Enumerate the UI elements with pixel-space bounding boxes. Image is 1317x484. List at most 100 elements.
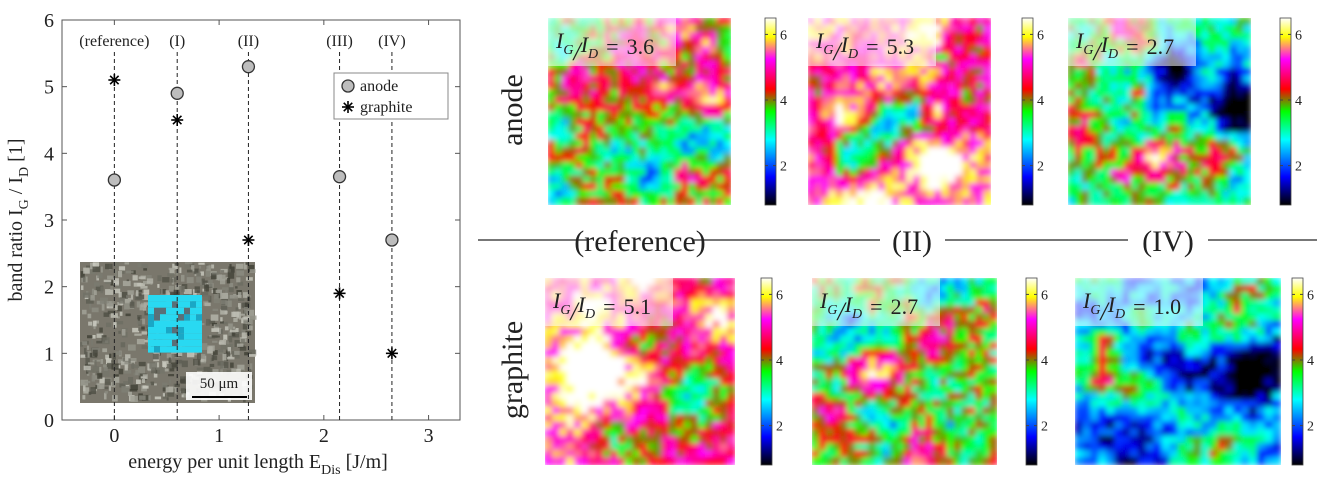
heatmap-cell — [1217, 292, 1226, 300]
heatmap-cell — [878, 133, 886, 141]
heatmap-cell — [669, 400, 677, 408]
heatmap-cell — [552, 443, 560, 451]
heatmap-cell — [667, 169, 675, 177]
heatmap-cell — [1193, 378, 1202, 386]
heatmap-cell — [904, 400, 912, 408]
heatmap-cell — [808, 133, 816, 141]
inset-grain — [144, 289, 150, 294]
inset-grain — [236, 369, 241, 372]
heatmap-cell — [545, 457, 553, 465]
heatmap-cell — [723, 190, 731, 198]
heatmap-cell — [826, 407, 834, 415]
heatmap-cell — [1138, 68, 1146, 76]
heatmap-cell — [1217, 321, 1226, 329]
heatmap-cell — [1173, 111, 1181, 119]
heatmap-cell — [674, 197, 682, 205]
inset-grain — [115, 351, 121, 355]
heatmap-cell — [1090, 335, 1099, 343]
heatmap-cell — [1180, 190, 1188, 198]
heatmap-cell — [716, 82, 724, 90]
heatmap-cell — [610, 400, 618, 408]
heatmap-cell — [1215, 53, 1223, 61]
heatmap-cell — [698, 349, 706, 357]
heatmap-cell — [1152, 133, 1160, 141]
heatmap-cell — [604, 82, 612, 90]
inset-grain — [238, 299, 244, 301]
heatmap-cell — [1209, 299, 1218, 307]
heatmap-cell — [1166, 104, 1174, 112]
heatmap-cell — [829, 104, 837, 112]
heatmap-cell — [913, 154, 921, 162]
heatmap-cell — [716, 104, 724, 112]
heatmap-cell — [1096, 197, 1104, 205]
heatmap-cell — [545, 364, 553, 372]
heatmap-cell — [1249, 364, 1258, 372]
heatmap-cell — [1217, 285, 1226, 293]
heatmap-cell — [1122, 443, 1131, 451]
heatmap-cell — [1089, 176, 1097, 184]
heatmap-cell — [920, 97, 928, 105]
heatmap-cell — [892, 89, 900, 97]
heatmap-cell — [892, 169, 900, 177]
heatmap-cell — [632, 414, 640, 422]
heatmap-cell — [669, 457, 677, 465]
heatmap-cell — [669, 349, 677, 357]
heatmap-cell — [840, 357, 848, 365]
heatmap-cell — [948, 133, 956, 141]
heatmap-cell — [976, 61, 984, 69]
heatmap-cell — [955, 82, 963, 90]
inset-grain — [154, 383, 157, 385]
heatmap-cell — [632, 154, 640, 162]
heatmap-cell — [1187, 97, 1195, 105]
heatmap-cell — [1243, 68, 1251, 76]
heatmap-cell — [861, 335, 869, 343]
inset-grain — [241, 330, 245, 332]
heatmap-cell — [1103, 176, 1111, 184]
heatmap-cell — [883, 349, 891, 357]
heatmap-cell — [1082, 183, 1090, 191]
heatmap-cell — [1217, 306, 1226, 314]
heatmap-cell — [822, 89, 830, 97]
heatmap-cell — [975, 292, 983, 300]
heatmap-cell — [545, 407, 553, 415]
heatmap-cell — [691, 414, 699, 422]
heatmap-cell — [713, 385, 721, 393]
inset-grain — [138, 317, 140, 321]
inset-grain — [169, 379, 171, 383]
inset-grain — [102, 348, 107, 352]
heatmap-cell — [989, 414, 997, 422]
heatmap-cell — [647, 400, 655, 408]
heatmap-cell — [941, 169, 949, 177]
heatmap-cell — [1106, 357, 1115, 365]
heatmap-cell — [1103, 197, 1111, 205]
heatmap-cell — [927, 111, 935, 119]
point — [171, 114, 183, 126]
heatmap-cell — [892, 82, 900, 90]
heatmap-cell — [920, 118, 928, 126]
heatmap-cell — [654, 429, 662, 437]
heatmap-cell — [727, 371, 735, 379]
heatmap-cell — [975, 349, 983, 357]
point — [108, 74, 120, 86]
heatmap-cell — [1229, 75, 1237, 83]
heatmap-cell — [913, 169, 921, 177]
heatmap-cell — [954, 292, 962, 300]
inset-map-cell — [178, 308, 184, 314]
heatmap-cell — [883, 421, 891, 429]
heatmap-cell — [868, 378, 876, 386]
heatmap-cell — [603, 364, 611, 372]
heatmap-cell — [948, 111, 956, 119]
heatmap-cell — [1233, 414, 1242, 422]
heatmap-cell — [854, 443, 862, 451]
heatmap-cell — [639, 161, 647, 169]
heatmap-cell — [876, 342, 884, 350]
heatmap-cell — [574, 328, 582, 336]
heatmap-cell — [982, 299, 990, 307]
heatmap-cell — [590, 140, 598, 148]
heatmap-cell — [989, 342, 997, 350]
heatmap-cell — [975, 400, 983, 408]
heatmap-cell — [1138, 457, 1147, 465]
heatmap-cell — [723, 118, 731, 126]
inset-map-cell — [148, 308, 154, 314]
heatmap-cell — [982, 378, 990, 386]
